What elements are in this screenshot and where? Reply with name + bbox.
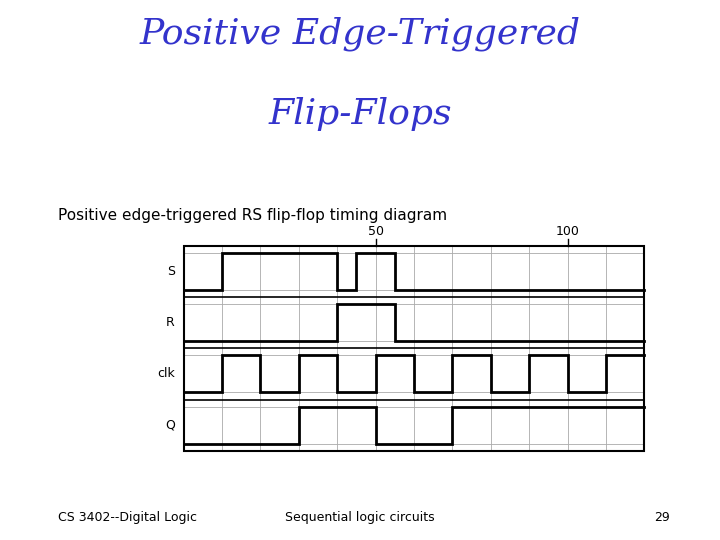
Text: CS 3402--Digital Logic: CS 3402--Digital Logic: [58, 511, 197, 524]
Text: 50: 50: [368, 225, 384, 238]
Bar: [184, 246, 644, 451]
Text: Positive Edge-Triggered: Positive Edge-Triggered: [140, 16, 580, 51]
Text: S: S: [167, 265, 175, 278]
Text: 29: 29: [654, 511, 670, 524]
Text: Positive edge-triggered RS flip-flop timing diagram: Positive edge-triggered RS flip-flop tim…: [58, 208, 446, 223]
Text: 100: 100: [556, 225, 580, 238]
Text: Sequential logic circuits: Sequential logic circuits: [285, 511, 435, 524]
Text: Q: Q: [165, 418, 175, 432]
Text: Flip-Flops: Flip-Flops: [269, 97, 451, 131]
Text: clk: clk: [157, 367, 175, 381]
Text: R: R: [166, 316, 175, 329]
